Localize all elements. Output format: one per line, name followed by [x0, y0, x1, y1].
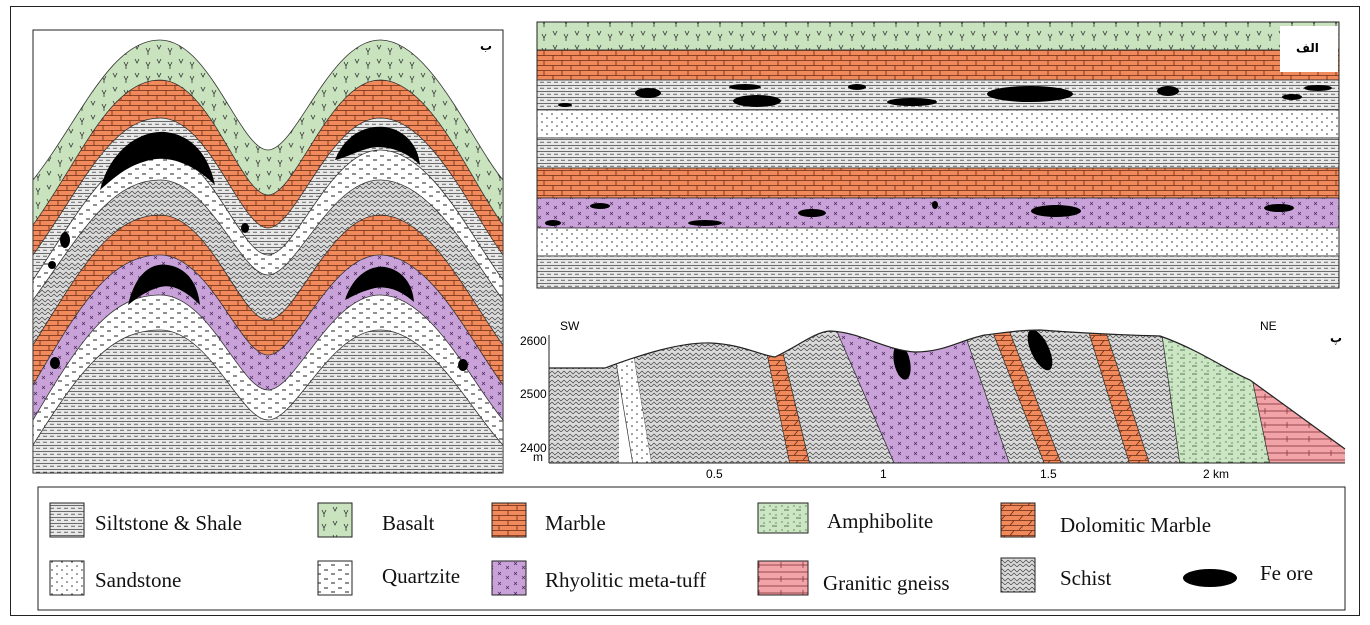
fold-layer-siltstone-lower [33, 329, 503, 473]
strat-layer-basalt [536, 21, 1340, 51]
fold-fe-ore-8 [241, 223, 249, 233]
fold-fe-ore-1 [100, 131, 215, 190]
legend: Siltstone & Shale Basalt Marble Amphibol… [37, 486, 1346, 611]
legend-swatch-rhyolitic [491, 560, 527, 596]
fold-fe-ore-4 [345, 266, 414, 302]
x-tick-2km: 2 km [1203, 467, 1229, 481]
strat-layer-siltstone-lower [536, 255, 1340, 289]
legend-label-sandstone: Sandstone [95, 568, 181, 592]
legend-label-rhyolitic: Rhyolitic meta-tuff [545, 568, 706, 592]
legend-swatch-quartzite [317, 560, 353, 596]
legend-label-amphibolite: Amphibolite [827, 509, 933, 533]
legend-swatch-marble [491, 502, 527, 538]
legend-label-schist: Schist [1060, 566, 1112, 590]
legend-swatch-amphibolite [757, 502, 809, 534]
strat-panel: الف [536, 21, 1340, 289]
legend-swatch-sandstone [49, 560, 85, 596]
fold-fe-ore-3 [128, 264, 200, 305]
legend-swatch-schist [1000, 557, 1036, 593]
fold-layers [33, 39, 503, 473]
section-panel-label: پ [1330, 331, 1342, 345]
legend-swatch-siltstone [49, 502, 85, 538]
fold-fe-ore-9 [50, 357, 60, 369]
y-tick-2400: 2400 [520, 441, 547, 455]
legend-swatch-granitic [757, 560, 809, 596]
fold-fe-ore-2 [335, 126, 420, 165]
fold-fe-ore-5 [60, 232, 70, 248]
strat-layer-sandstone-lower [536, 227, 1340, 257]
legend-label-basalt: Basalt [382, 511, 435, 535]
fold-fe-ore-6 [48, 261, 56, 269]
strat-layer-marble-lower [536, 167, 1340, 199]
legend-label-quartzite: Quartzite [382, 564, 460, 588]
strat-panel-label: الف [1296, 41, 1319, 55]
strat-label-box [1280, 26, 1338, 72]
legend-label-granitic: Granitic gneiss [823, 571, 950, 595]
strat-layer-marble-upper [536, 49, 1340, 81]
strat-layer-siltstone-mid [536, 137, 1340, 169]
legend-swatch-basalt [317, 502, 353, 538]
legend-swatch-dolomitic [1000, 502, 1036, 538]
strat-panel-frame [536, 21, 1340, 289]
section-topography [549, 329, 1346, 450]
y-unit: m [533, 450, 543, 464]
y-tick-2600: 2600 [520, 334, 547, 348]
legend-label-dolomitic: Dolomitic Marble [1060, 513, 1211, 537]
fold-fe-ore-7 [458, 359, 468, 371]
x-tick-1-5: 1.5 [1040, 467, 1057, 481]
legend-swatch-feore [1183, 569, 1237, 587]
figure-frame [10, 6, 1360, 616]
x-tick-1: 1 [880, 467, 887, 481]
section-panel: 2600 2500 2400 m 0.5 1 1.5 2 km SW NE پ [520, 319, 1346, 481]
fold-panel-label: ب [480, 39, 492, 53]
strat-fe-ore-lower [545, 201, 1294, 226]
legend-frame [37, 486, 1346, 611]
section-sw: SW [560, 319, 580, 333]
strat-fe-ore-upper [558, 84, 1332, 107]
legend-label-siltstone: Siltstone & Shale [95, 511, 242, 535]
legend-label-feore: Fe ore [1260, 561, 1313, 585]
section-units [549, 330, 1345, 463]
strat-layer-sandstone-upper [536, 109, 1340, 139]
legend-label-marble: Marble [545, 511, 606, 535]
strat-layer-rhyolitic [536, 197, 1340, 229]
fold-panel: ب [32, 29, 504, 474]
y-tick-2500: 2500 [520, 387, 547, 401]
section-ne: NE [1260, 319, 1277, 333]
x-tick-0-5: 0.5 [706, 467, 723, 481]
strat-layer-siltstone-upper [536, 79, 1340, 111]
